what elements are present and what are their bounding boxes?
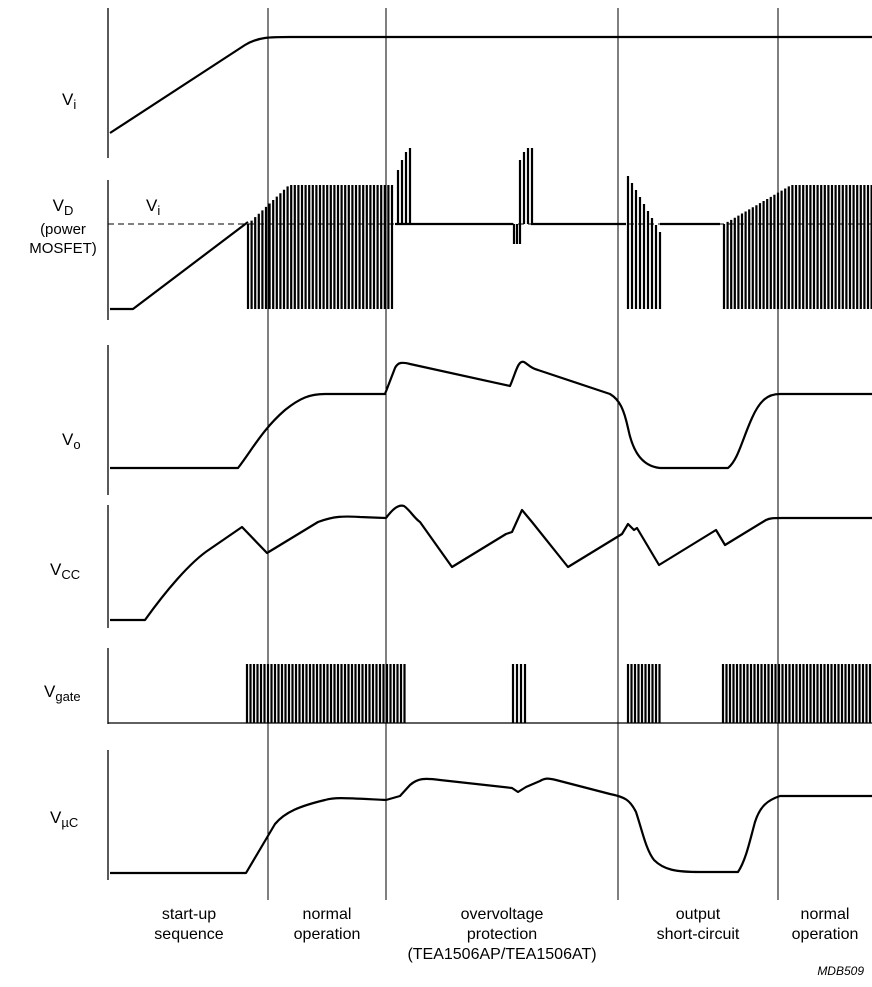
phase-divider-lines (267, 8, 779, 900)
label-vgate: Vgate (44, 682, 81, 704)
vo-trace (110, 360, 872, 470)
phase-label-overvoltage: overvoltage protection (TEA1506AP/TEA1506A… (407, 906, 597, 963)
vi-trace (109, 35, 872, 134)
phase-label-normal-1: normal operation (293, 906, 361, 943)
label-vd: VD (power MOSFET) (29, 196, 97, 257)
pulse-trains (245, 148, 872, 723)
vd-startup-ramp (110, 221, 249, 311)
axes (107, 8, 872, 880)
signal-traces (109, 35, 872, 875)
label-vo: Vo (62, 430, 81, 452)
label-vd-reference-vi: Vi (146, 196, 161, 218)
phase-label-normal-2: normal operation (791, 906, 859, 943)
vuc-trace (110, 777, 872, 875)
vcc-trace (110, 504, 872, 622)
label-vuc: VµC (50, 808, 79, 830)
phase-label-short-circuit: output short-circuit (656, 906, 740, 943)
label-vi: Vi (62, 90, 77, 112)
figure-code: MDB509 (817, 964, 864, 978)
phase-label-startup: start-up sequence (154, 906, 224, 943)
label-vcc: VCC (50, 560, 81, 582)
